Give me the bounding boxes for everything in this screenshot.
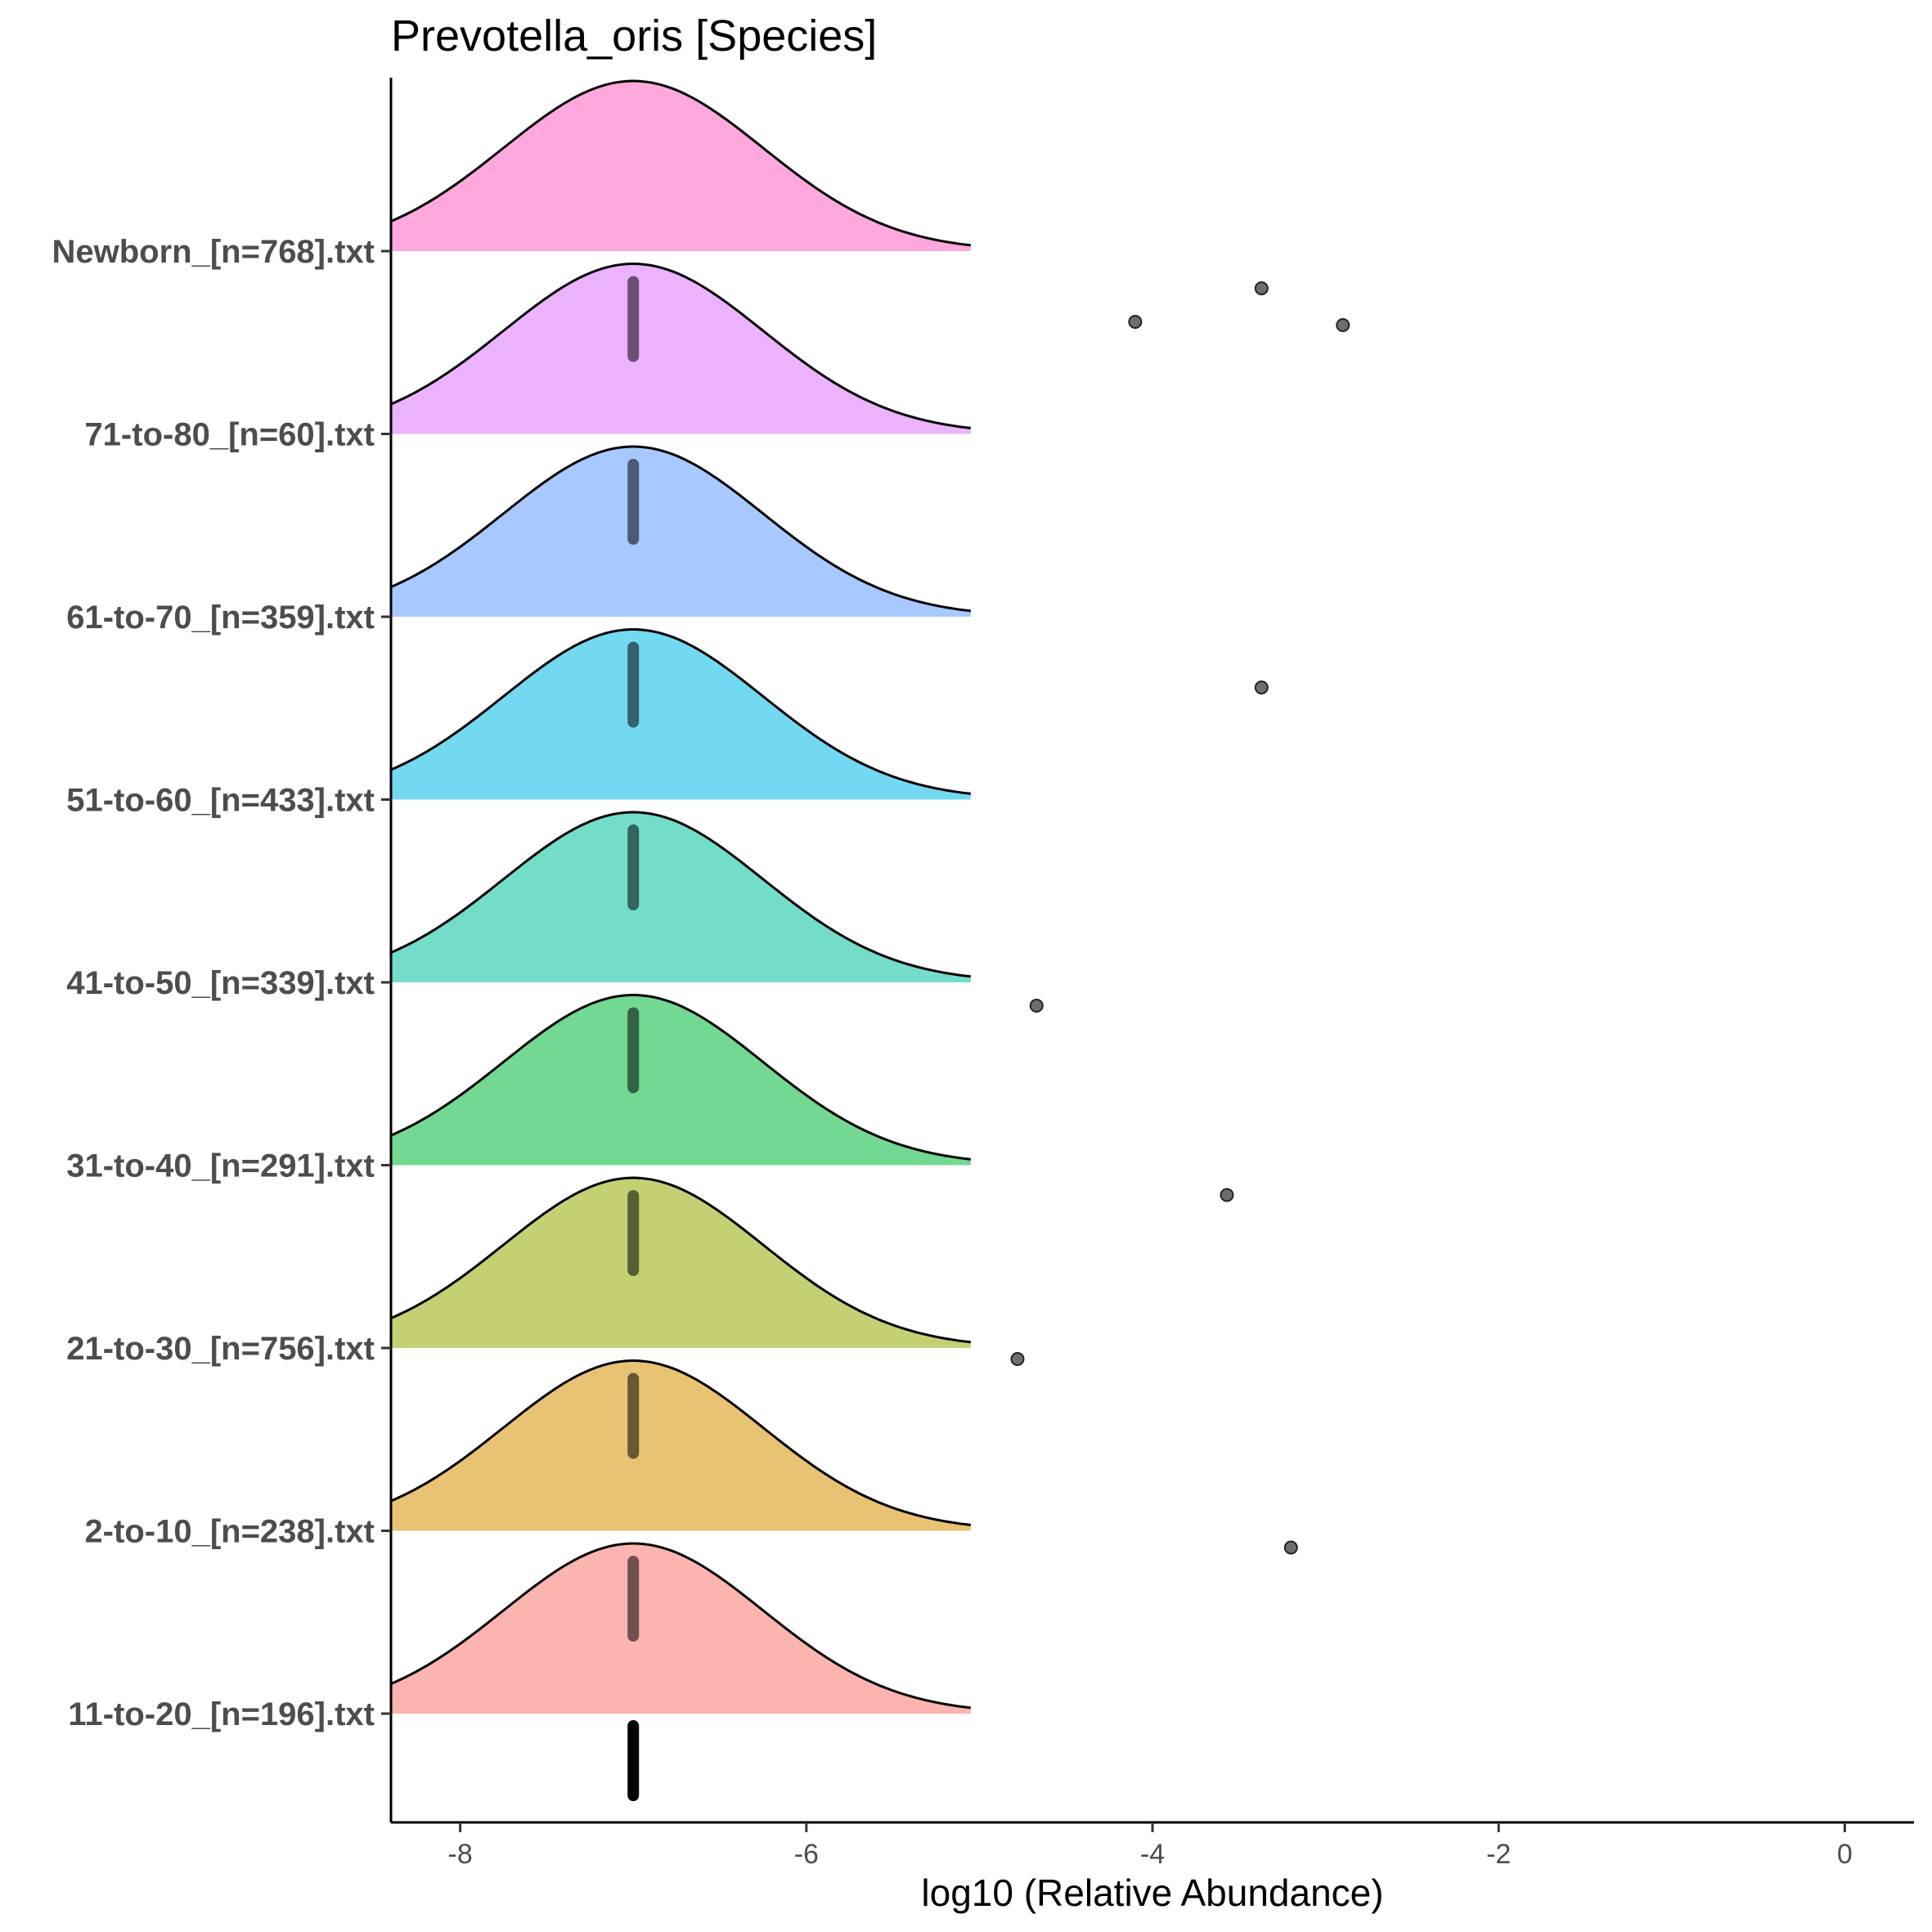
y-tick-label: 41-to-50_[n=339].txt <box>66 965 375 1001</box>
y-tick-label: 71-to-80_[n=60].txt <box>84 417 375 453</box>
y-tick-label: 61-to-70_[n=359].txt <box>66 600 375 636</box>
outlier-point <box>1283 1540 1298 1555</box>
x-tick-label: -4 <box>1140 1839 1165 1870</box>
ridge-outline <box>390 628 971 795</box>
ridge-outline <box>390 263 971 429</box>
y-tick-label: 11-to-20_[n=196].txt <box>68 1696 375 1732</box>
x-tick-label: -2 <box>1486 1839 1511 1870</box>
outlier-point <box>1220 1188 1234 1202</box>
x-tick-label: 0 <box>1837 1839 1853 1870</box>
y-tick-label: 21-to-30_[n=756].txt <box>66 1331 375 1367</box>
outlier-point <box>1128 315 1143 329</box>
x-axis-ticks: -8 -6 -4 -2 0 <box>448 1822 1853 1870</box>
outlier-point <box>1010 1352 1025 1366</box>
ridge-outline <box>390 1542 971 1710</box>
ridges-layer <box>390 79 971 1714</box>
y-axis-ticks: Newborn_[n=768].txt 71-to-80_[n=60].txt 61… <box>52 234 391 1732</box>
ridge-outline <box>390 994 971 1161</box>
y-tick-label: 31-to-40_[n=291].txt <box>66 1148 375 1184</box>
ridge-outline <box>390 1359 971 1526</box>
outlier-point <box>1029 999 1044 1013</box>
y-tick-label: 51-to-60_[n=433].txt <box>66 783 375 819</box>
ridge-outline <box>390 1176 971 1344</box>
y-tick-label: Newborn_[n=768].txt <box>52 234 375 270</box>
x-axis-label: log10 (Relative Abundance) <box>921 1871 1383 1914</box>
x-tick-label: -6 <box>794 1839 819 1870</box>
outlier-point <box>1254 281 1269 295</box>
y-tick-label: 2-to-10_[n=238].txt <box>84 1514 375 1550</box>
ridge-outline <box>390 445 971 613</box>
chart-title: Prevotella_oris [Species] <box>391 11 877 61</box>
outliers-layer <box>1010 281 1350 1555</box>
x-tick-label: -8 <box>448 1839 473 1870</box>
ridge-outline <box>390 811 971 978</box>
outlier-point <box>1254 681 1269 694</box>
ridge-outline <box>390 79 971 247</box>
outlier-point <box>1336 318 1350 332</box>
